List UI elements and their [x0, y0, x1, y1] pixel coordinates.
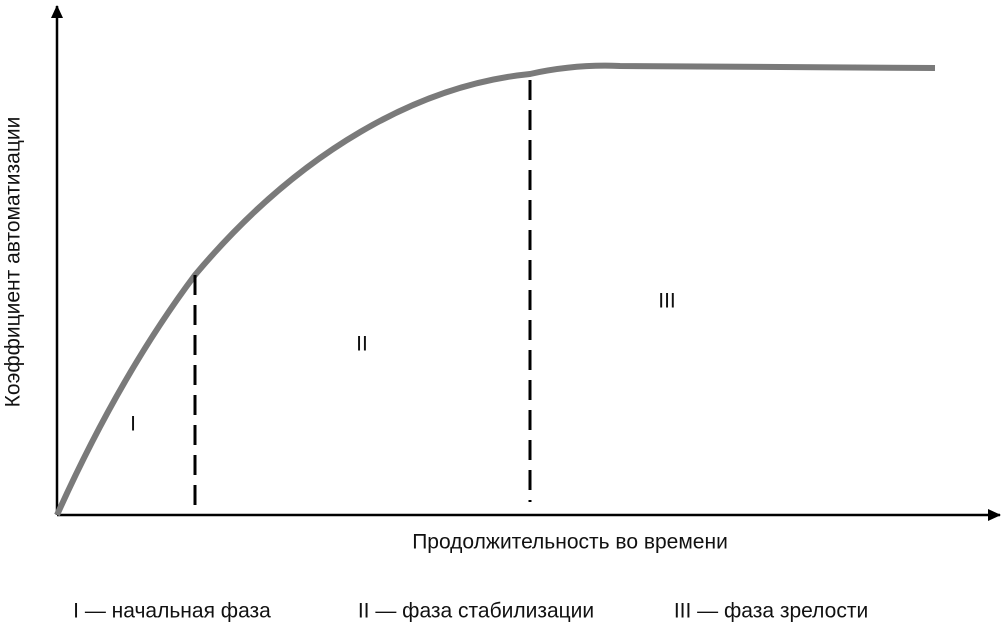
- legend-item: II — фаза стабилизации: [358, 600, 594, 623]
- legend-item: I — начальная фаза: [73, 600, 271, 623]
- curve: [54, 62, 936, 517]
- phase-label: II: [356, 333, 368, 356]
- x-axis-label: Продолжительность во времени: [412, 531, 728, 554]
- y-axis-label: Коэффициент автоматизации: [2, 117, 25, 408]
- phase-label: I: [130, 413, 136, 436]
- phase-label: III: [658, 290, 676, 313]
- legend-item: III — фаза зрелости: [674, 600, 868, 623]
